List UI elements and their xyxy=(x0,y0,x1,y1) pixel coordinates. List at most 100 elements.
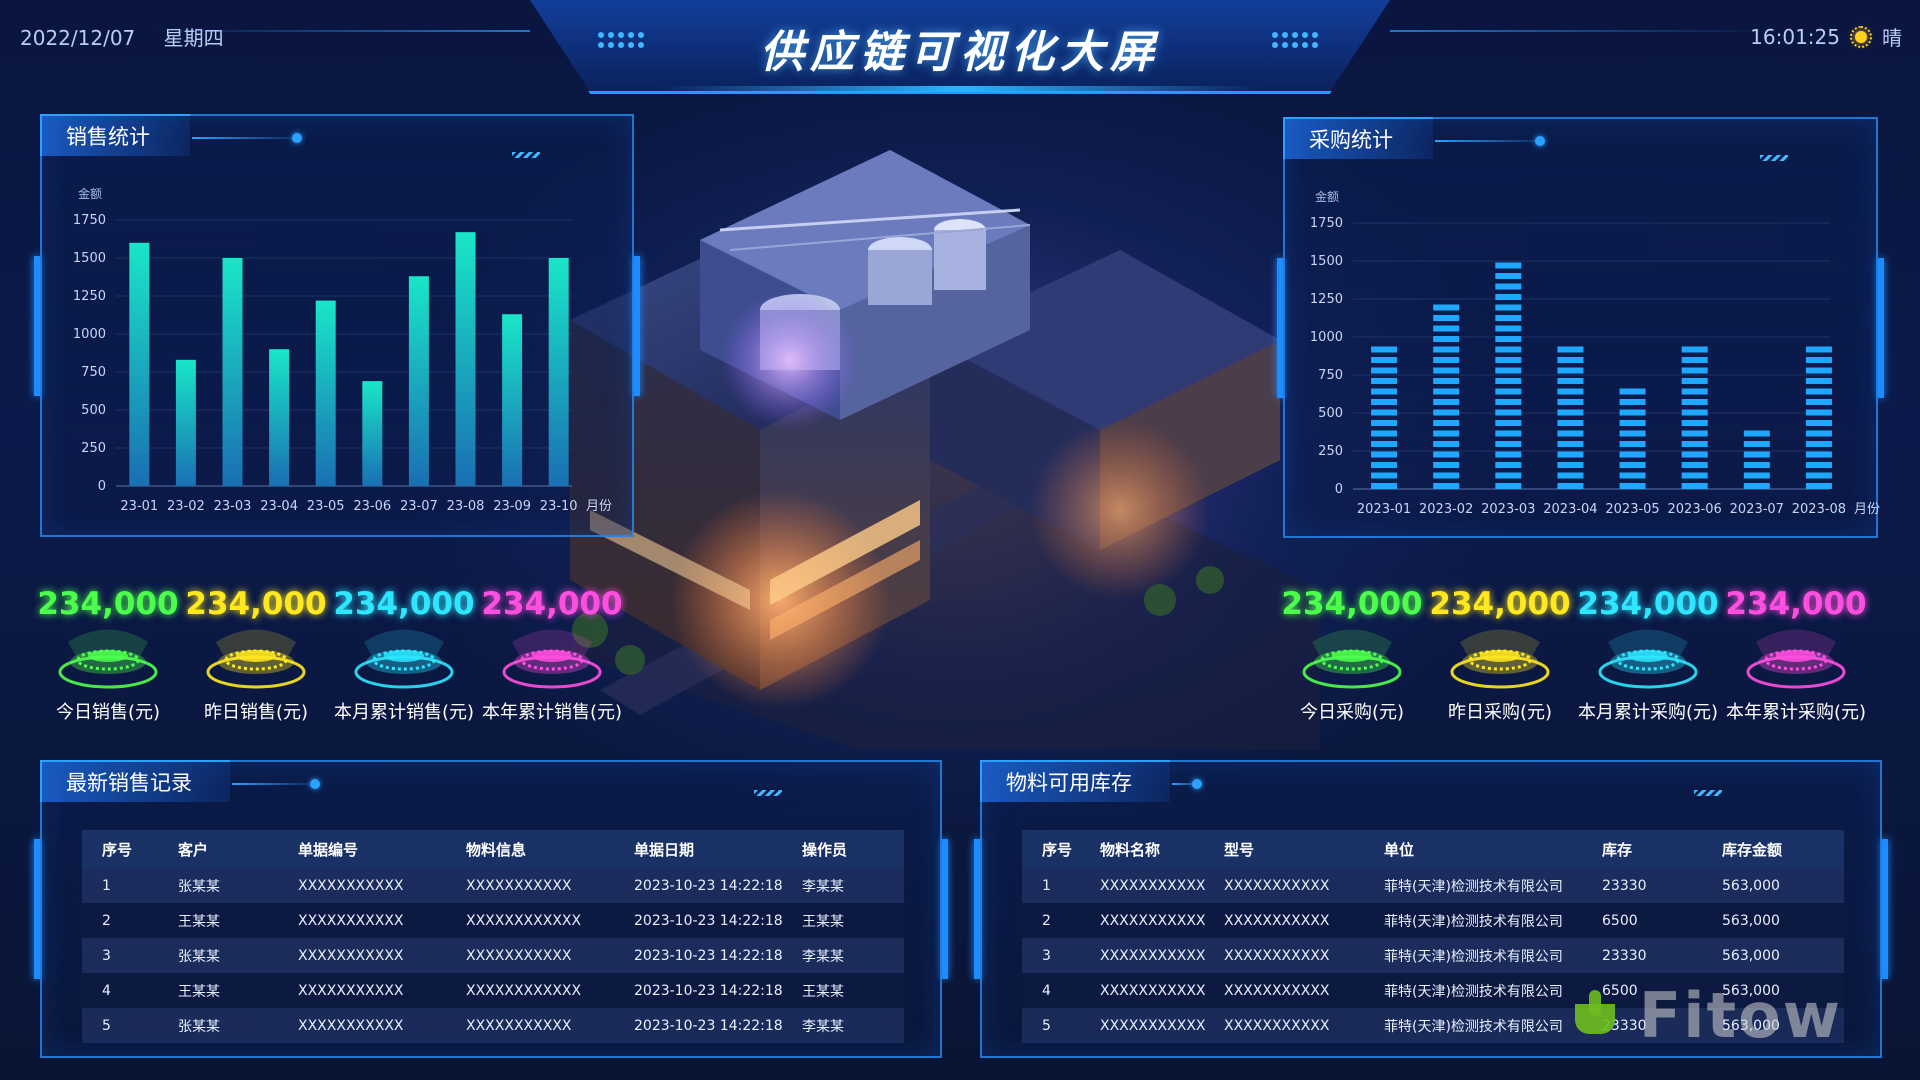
kpi-value: 234,000 xyxy=(1577,586,1719,622)
table-row[interactable]: 5 张某某 XXXXXXXXXXX XXXXXXXXXXX 2023-10-23… xyxy=(82,1008,904,1043)
bar xyxy=(1495,262,1522,489)
bar-segment xyxy=(1433,472,1460,479)
bar-segment xyxy=(1433,325,1460,332)
y-tick-label: 1750 xyxy=(73,213,106,228)
table-cell: 李某某 xyxy=(802,938,904,973)
table-cell: 1 xyxy=(1022,868,1100,903)
x-tick-label: 2023-04 xyxy=(1543,502,1597,517)
bar-segment xyxy=(1495,367,1522,374)
table-cell: 张某某 xyxy=(178,1008,298,1043)
panel-title-dot xyxy=(310,779,320,789)
bar-segment xyxy=(1433,378,1460,384)
y-tick-label: 1000 xyxy=(73,327,106,342)
x-tick-label: 2023-05 xyxy=(1605,502,1659,517)
bar-segment xyxy=(1371,462,1398,468)
bar-segment xyxy=(1495,472,1522,479)
table-cell: XXXXXXXXXXX xyxy=(1224,903,1384,938)
table-row[interactable]: 2 XXXXXXXXXXX XXXXXXXXXXX 菲特(天津)检测技术有限公司… xyxy=(1022,903,1844,938)
table-row[interactable]: 5 XXXXXXXXXXX XXXXXXXXXXX 菲特(天津)检测技术有限公司… xyxy=(1022,1008,1844,1043)
bar-segment xyxy=(1805,441,1832,447)
kpi-yesterday-sales: 234,000 昨日销售(元) xyxy=(182,586,330,724)
table-row[interactable]: 1 XXXXXXXXXXX XXXXXXXXXXX 菲特(天津)检测技术有限公司… xyxy=(1022,868,1844,903)
bar-segment xyxy=(1371,378,1398,384)
bar-segment xyxy=(1433,462,1460,468)
kpi-year-purchase: 234,000 本年累计采购(元) xyxy=(1722,586,1870,724)
table-cell: XXXXXXXXXXX xyxy=(1100,868,1224,903)
bar-segment xyxy=(1371,399,1398,405)
bar-segment xyxy=(1557,483,1584,489)
table-cell: 563,000 xyxy=(1722,1008,1844,1043)
bar-segment xyxy=(1495,294,1522,300)
bar-segment xyxy=(1743,472,1770,479)
bar-segment xyxy=(1557,399,1584,405)
x-tick-label: 2023-06 xyxy=(1668,502,1722,517)
table-header-row: 序号 客户 单据编号 物料信息 单据日期 操作员 xyxy=(82,830,904,868)
x-tick-label: 23-03 xyxy=(214,499,252,514)
table-cell: XXXXXXXXXXX xyxy=(1224,868,1384,903)
table-cell: 王某某 xyxy=(802,973,904,1008)
bar-segment xyxy=(1371,451,1398,458)
table-cell: 563,000 xyxy=(1722,973,1844,1008)
table-row[interactable]: 4 王某某 XXXXXXXXXXX XXXXXXXXXXXX 2023-10-2… xyxy=(82,973,904,1008)
table-row[interactable]: 3 XXXXXXXXXXX XXXXXXXXXXX 菲特(天津)检测技术有限公司… xyxy=(1022,938,1844,973)
column-header: 客户 xyxy=(178,830,298,868)
inventory-panel: 物料可用库存 序号 物料名称 型号 单位 库存 库存金额 1 XXXXXXXXX… xyxy=(980,760,1882,1058)
table-row[interactable]: 3 张某某 XXXXXXXXXXX XXXXXXXXXXX 2023-10-23… xyxy=(82,938,904,973)
bar-segment xyxy=(1495,399,1522,405)
table-cell: 563,000 xyxy=(1722,903,1844,938)
table-cell: 张某某 xyxy=(178,868,298,903)
table-cell: XXXXXXXXXXX xyxy=(1224,973,1384,1008)
panel-title-dot xyxy=(1192,779,1202,789)
table-cell: 6500 xyxy=(1602,903,1722,938)
x-tick-label: 2023-08 xyxy=(1792,502,1846,517)
bar-segment xyxy=(1495,346,1522,353)
column-header: 操作员 xyxy=(802,830,904,868)
y-axis-label: 金额 xyxy=(78,186,102,201)
bar-segment xyxy=(1495,304,1522,311)
table-cell: 3 xyxy=(1022,938,1100,973)
table-cell: XXXXXXXXXXX xyxy=(1224,938,1384,973)
bar-segment xyxy=(1681,409,1708,416)
bar-segment xyxy=(1433,399,1460,405)
sales-stats-panel: 销售统计 金额 0 250 500 750 1000 1250 1500 1750 23-01 23… xyxy=(40,114,634,537)
bar-segment xyxy=(1433,483,1460,489)
panel-title-line xyxy=(192,137,298,139)
podium-icon xyxy=(1598,629,1698,689)
bar-segment xyxy=(1433,409,1460,416)
bar-segment xyxy=(1681,472,1708,479)
table-cell: XXXXXXXXXXX xyxy=(298,973,466,1008)
bar-segment xyxy=(1495,273,1522,279)
kpi-value: 234,000 xyxy=(37,586,179,622)
bar-segment xyxy=(1495,262,1522,269)
bar-segment xyxy=(1805,472,1832,479)
bar-segment xyxy=(1805,420,1832,426)
purchase-bar-chart: 金额 0 250 500 750 1000 1250 1500 1750 2023-01 2023-… xyxy=(1310,189,1880,517)
bar xyxy=(455,232,476,486)
bar-segment xyxy=(1805,409,1832,416)
brand-watermark: Fitow xyxy=(1569,979,1842,1052)
kpi-value: 234,000 xyxy=(481,586,623,622)
y-tick-label: 1750 xyxy=(1310,216,1343,231)
bar-segment xyxy=(1681,420,1708,426)
bar xyxy=(1805,346,1832,489)
sales-records-table: 序号 客户 单据编号 物料信息 单据日期 操作员 1 张某某 XXXXXXXXX… xyxy=(82,830,904,1043)
table-row[interactable]: 2 王某某 XXXXXXXXXXX XXXXXXXXXXXX 2023-10-2… xyxy=(82,903,904,938)
watermark-text: Fitow xyxy=(1638,979,1842,1052)
sales-records-panel: 最新销售记录 序号 客户 单据编号 物料信息 单据日期 操作员 1 张某某 XX… xyxy=(40,760,942,1058)
kpi-label: 昨日采购(元) xyxy=(1447,702,1553,723)
bar-segment xyxy=(1619,388,1646,395)
bar-segment xyxy=(1743,441,1770,447)
bar-segment xyxy=(1681,357,1708,363)
x-tick-label: 2023-03 xyxy=(1481,502,1535,517)
table-cell: 6500 xyxy=(1602,973,1722,1008)
header-divider-right xyxy=(1390,30,1770,32)
table-cell: 菲特(天津)检测技术有限公司 xyxy=(1384,903,1602,938)
kpi-value: 234,000 xyxy=(1725,586,1867,622)
table-cell: XXXXXXXXXXX xyxy=(466,1008,634,1043)
bar-segment xyxy=(1681,346,1708,353)
bar-segment xyxy=(1743,451,1770,458)
panel-title: 物料可用库存 xyxy=(980,760,1170,802)
table-row[interactable]: 4 XXXXXXXXXXX XXXXXXXXXXX 菲特(天津)检测技术有限公司… xyxy=(1022,973,1844,1008)
table-row[interactable]: 1 张某某 XXXXXXXXXXX XXXXXXXXXXX 2023-10-23… xyxy=(82,868,904,903)
table-cell: 菲特(天津)检测技术有限公司 xyxy=(1384,868,1602,903)
